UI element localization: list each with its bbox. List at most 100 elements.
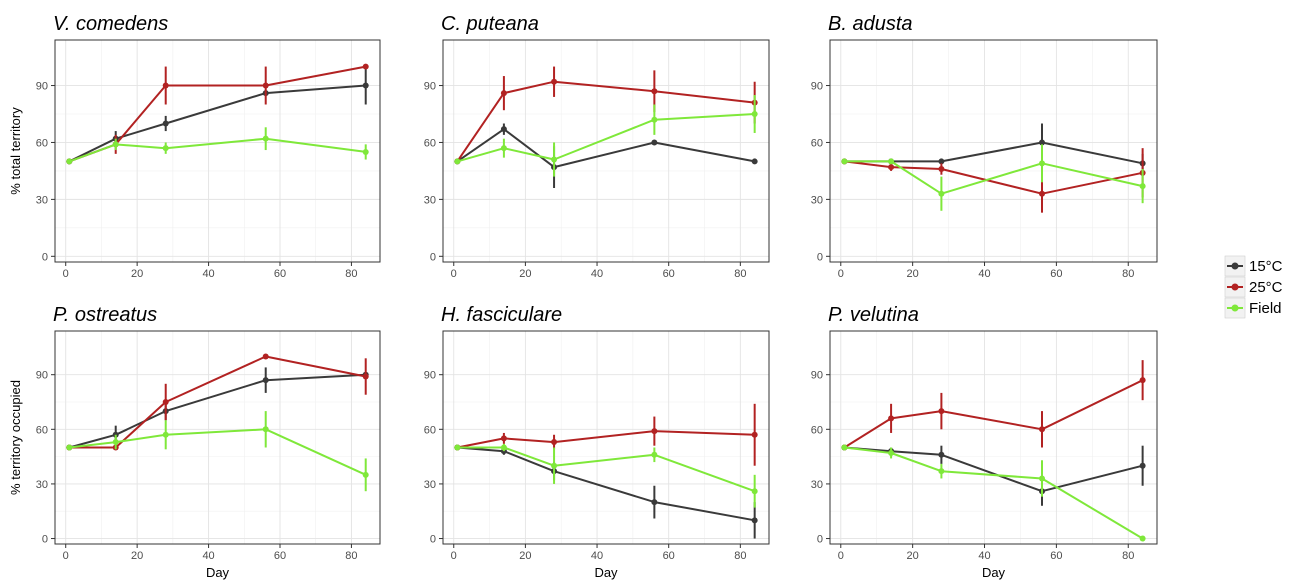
series-field [454, 95, 758, 177]
plot-border [54, 330, 381, 545]
data-point [262, 82, 269, 89]
x-tick-label: 60 [274, 268, 286, 280]
series-25c [454, 66, 758, 165]
panel-3: 0 20 40 60 80 0 30 60 90 B. adusta [811, 13, 1158, 280]
data-point [1139, 462, 1146, 469]
data-point [551, 462, 558, 469]
x-tick-label: 40 [591, 268, 603, 280]
data-point [651, 139, 658, 146]
series-field [841, 444, 1146, 542]
data-point [1139, 377, 1146, 384]
panel-1: 0 20 40 60 80 0 30 60 90 V. comedens % total terri… [8, 13, 381, 280]
data-point [1039, 190, 1046, 197]
panel-title: P. ostreatus [53, 304, 157, 326]
data-point [938, 408, 945, 415]
y-tick-label: 90 [811, 81, 823, 93]
data-point [500, 145, 507, 152]
x-tick-label: 20 [131, 268, 143, 280]
legend-label: 15°C [1249, 258, 1283, 275]
x-axis-title: Day [982, 565, 1006, 580]
data-point [751, 111, 758, 117]
data-point [651, 88, 658, 95]
x-tick-label: 60 [663, 550, 675, 562]
y-tick-label: 30 [424, 194, 436, 206]
data-point [751, 431, 758, 438]
data-point [938, 468, 945, 475]
data-point [66, 444, 73, 451]
data-point [500, 435, 507, 442]
plot-background [830, 331, 1157, 544]
data-point [262, 135, 269, 142]
x-tick-label: 0 [838, 268, 844, 280]
data-point [500, 90, 507, 97]
data-point [112, 439, 119, 446]
y-tick-label: 0 [817, 251, 823, 263]
panel-title: H. fasciculare [441, 304, 562, 326]
x-tick-label: 0 [838, 550, 844, 562]
y-tick-label: 60 [36, 424, 48, 436]
x-tick-label: 20 [907, 268, 919, 280]
plot-border [442, 39, 770, 263]
x-tick-label: 60 [663, 268, 675, 280]
legend-item: Field [1224, 297, 1282, 319]
x-axis-title: Day [206, 565, 230, 580]
data-point [888, 415, 895, 422]
plot-border [829, 330, 1158, 545]
panel-6: 0 20 40 60 80 0 30 60 90 P. velutina Day [811, 304, 1158, 580]
y-tick-label: 60 [36, 137, 48, 149]
data-point [500, 126, 507, 133]
x-tick-label: 20 [519, 268, 531, 280]
data-point [1039, 426, 1046, 433]
legend-key-point [1231, 304, 1239, 312]
x-tick-label: 60 [1050, 268, 1062, 280]
panel-title: V. comedens [53, 13, 168, 35]
panel-5: 0 20 40 60 80 0 30 60 90 H. fasciculare Day [424, 304, 770, 580]
data-point [841, 158, 848, 165]
y-tick-label: 0 [42, 251, 48, 263]
x-tick-label: 40 [591, 550, 603, 562]
panel-title: B. adusta [828, 13, 913, 35]
y-tick-label: 60 [811, 137, 823, 149]
data-point [262, 377, 269, 384]
data-point [938, 451, 945, 458]
series-field [454, 443, 758, 508]
data-point [162, 82, 169, 89]
x-tick-label: 20 [131, 550, 143, 562]
y-tick-label: 0 [817, 534, 823, 546]
y-tick-label: 90 [424, 370, 436, 382]
y-tick-label: 90 [424, 81, 436, 93]
data-point [651, 499, 658, 506]
y-axis-title: % territory occupied [8, 380, 23, 495]
y-tick-label: 30 [36, 194, 48, 206]
y-tick-label: 90 [811, 370, 823, 382]
data-point [362, 63, 369, 70]
x-tick-label: 80 [734, 550, 746, 562]
data-point [888, 158, 895, 165]
data-point [841, 444, 848, 451]
y-tick-label: 30 [36, 479, 48, 491]
legend-key-point [1231, 262, 1239, 270]
plot-border [442, 330, 770, 545]
data-point [751, 158, 758, 165]
x-tick-label: 0 [63, 268, 69, 280]
panel-title: C. puteana [441, 13, 539, 35]
series-15c [66, 66, 369, 165]
legend-label: Field [1249, 300, 1282, 317]
x-tick-label: 40 [978, 550, 990, 562]
y-tick-label: 30 [811, 194, 823, 206]
y-tick-label: 90 [36, 81, 48, 93]
data-point [454, 158, 461, 165]
data-point [651, 451, 658, 458]
data-point [66, 158, 73, 165]
panel-title: P. velutina [828, 304, 919, 326]
data-point [651, 428, 658, 435]
y-tick-label: 60 [811, 424, 823, 436]
y-tick-label: 0 [430, 251, 436, 263]
y-axis-title: % total territory [8, 107, 23, 195]
legend: 15°C 25°C Field [1224, 255, 1283, 319]
data-point [651, 116, 658, 123]
x-tick-label: 60 [274, 550, 286, 562]
data-point [262, 353, 269, 360]
data-point [1139, 535, 1146, 542]
x-axis-title: Day [594, 565, 618, 580]
